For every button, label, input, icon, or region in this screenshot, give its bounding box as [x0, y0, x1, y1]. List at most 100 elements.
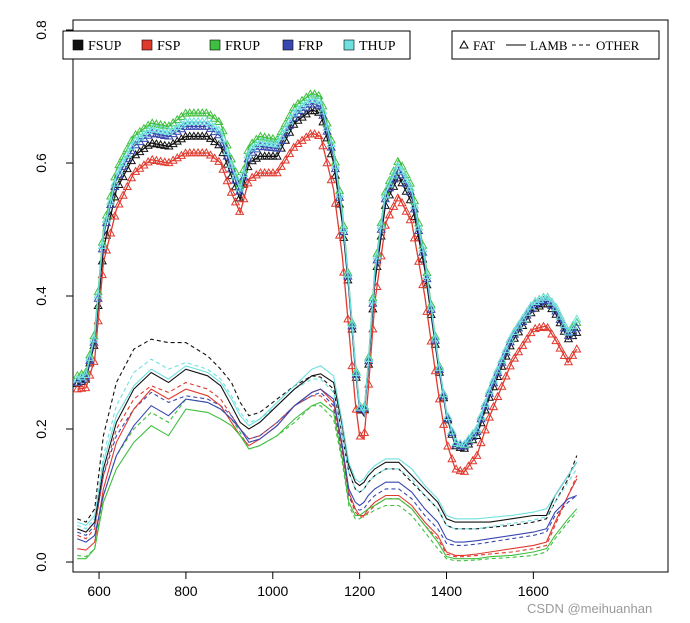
data-point	[218, 164, 228, 173]
series-fsp-lamb	[77, 388, 578, 556]
data-point	[484, 388, 495, 397]
data-point	[330, 198, 341, 207]
data-point	[455, 465, 465, 475]
data-point	[118, 171, 128, 181]
data-point	[447, 427, 457, 436]
data-point	[210, 113, 220, 122]
x-tick-label: 1000	[257, 583, 288, 599]
data-point	[343, 269, 353, 278]
data-point	[143, 120, 153, 129]
data-point	[318, 140, 328, 150]
series-thup-other	[77, 358, 578, 530]
data-point	[97, 240, 107, 250]
series-line	[76, 97, 578, 446]
x-tick-label: 800	[174, 583, 198, 599]
data-point	[563, 356, 574, 366]
data-point	[530, 296, 540, 306]
data-point	[126, 155, 137, 165]
data-point	[81, 382, 91, 392]
legend-label-frp: FRP	[298, 39, 323, 54]
data-point	[359, 401, 370, 411]
data-point	[164, 141, 174, 150]
y-tick-label: 0.6	[33, 153, 49, 173]
data-point	[463, 434, 474, 443]
data-point	[493, 365, 503, 374]
data-point	[147, 123, 157, 132]
data-point	[168, 155, 178, 164]
series-fsup-lamb	[77, 368, 578, 533]
data-point	[384, 179, 395, 188]
data-point	[284, 110, 295, 120]
data-point	[443, 411, 453, 421]
series-frp-lamb	[77, 388, 577, 543]
data-point	[389, 181, 399, 190]
data-point	[488, 375, 499, 384]
data-point	[393, 161, 403, 170]
data-point	[205, 110, 216, 119]
data-point	[538, 321, 549, 330]
data-point	[230, 171, 241, 180]
data-point	[543, 322, 553, 332]
data-point	[559, 350, 569, 360]
data-point	[243, 150, 253, 159]
data-point	[472, 450, 482, 459]
data-point	[176, 123, 187, 133]
data-point	[380, 193, 390, 203]
data-point	[572, 344, 582, 353]
data-point	[105, 196, 116, 205]
data-point	[476, 413, 486, 423]
legend-label-fsup: FSUP	[88, 39, 122, 54]
data-point	[218, 133, 228, 143]
series-line	[77, 391, 578, 546]
data-point	[210, 122, 220, 131]
data-point	[559, 319, 569, 329]
data-point	[347, 318, 357, 328]
data-point	[251, 139, 261, 148]
series-thup-fat	[72, 94, 582, 448]
data-point	[89, 334, 99, 343]
data-point	[488, 401, 499, 411]
data-point	[160, 140, 170, 149]
data-point	[409, 200, 420, 209]
data-point	[314, 100, 324, 110]
data-point	[314, 96, 324, 105]
series-line	[77, 132, 578, 473]
data-point	[151, 124, 162, 133]
data-point	[164, 157, 174, 167]
data-point	[276, 161, 286, 170]
y-tick-label: 0.4	[33, 286, 49, 306]
data-point	[85, 352, 95, 361]
data-point	[572, 314, 582, 323]
series-fsup-other	[77, 338, 578, 530]
data-point	[497, 357, 507, 366]
axes: 600 800 1000 1200 1400 1600 0.0 0.2 0.4 0.6 0.8	[33, 19, 669, 599]
data-point	[255, 141, 266, 150]
data-point	[255, 131, 266, 140]
data-point	[160, 125, 170, 135]
y-tick-label: 0.2	[33, 419, 49, 439]
data-point	[438, 388, 449, 398]
data-point	[413, 256, 424, 265]
data-point	[318, 110, 328, 119]
data-point	[309, 94, 320, 103]
data-point	[405, 182, 415, 192]
data-point	[164, 131, 174, 140]
data-point	[372, 251, 382, 260]
legend-swatch-frup	[209, 39, 221, 51]
data-point	[160, 120, 170, 129]
data-point	[322, 157, 332, 167]
data-point	[518, 340, 528, 349]
data-point	[289, 102, 299, 112]
data-point	[451, 464, 461, 473]
data-point	[567, 350, 578, 359]
data-point	[322, 122, 332, 131]
data-point	[214, 125, 224, 134]
data-point	[284, 115, 295, 125]
data-point	[105, 228, 116, 237]
series-frup-lamb	[77, 401, 578, 560]
data-point	[497, 381, 507, 390]
data-point	[534, 294, 544, 303]
data-point	[509, 326, 520, 336]
data-point	[372, 281, 382, 290]
